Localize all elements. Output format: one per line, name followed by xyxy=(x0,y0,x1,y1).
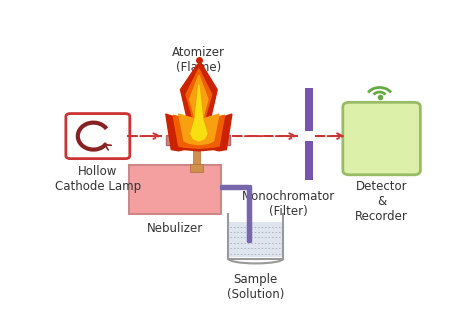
Bar xyxy=(229,222,282,257)
Polygon shape xyxy=(191,85,207,141)
Text: Nebulizer: Nebulizer xyxy=(147,222,203,235)
Bar xyxy=(305,88,313,131)
Text: Monochromator
(Filter): Monochromator (Filter) xyxy=(242,190,336,218)
FancyBboxPatch shape xyxy=(66,114,130,159)
Polygon shape xyxy=(179,75,219,145)
Text: Sample
(Solution): Sample (Solution) xyxy=(227,273,284,301)
Bar xyxy=(191,164,203,172)
Text: Atomizer
(Flame): Atomizer (Flame) xyxy=(173,45,225,73)
Text: Detector
&
Recorder: Detector & Recorder xyxy=(356,180,408,223)
Bar xyxy=(193,143,200,165)
Polygon shape xyxy=(173,69,225,148)
FancyBboxPatch shape xyxy=(343,102,420,175)
Bar xyxy=(305,141,313,180)
Polygon shape xyxy=(166,63,232,151)
FancyBboxPatch shape xyxy=(129,165,221,214)
Text: Hollow
Cathode Lamp: Hollow Cathode Lamp xyxy=(55,165,141,193)
Bar xyxy=(166,135,230,145)
